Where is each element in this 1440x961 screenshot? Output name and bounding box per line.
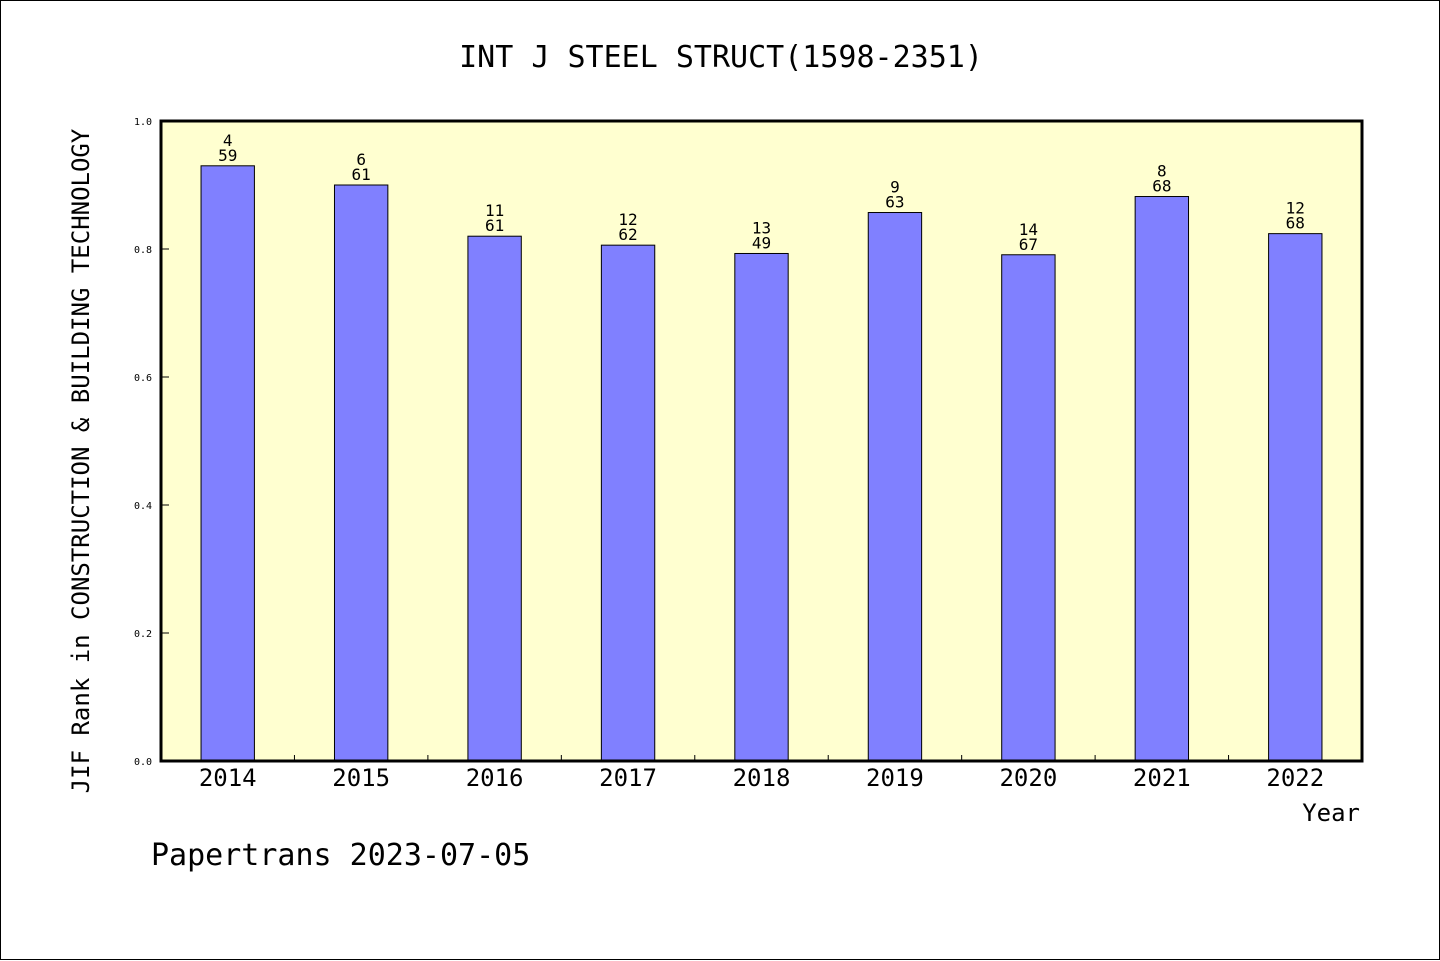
bar-total-label: 68 bbox=[1152, 177, 1171, 196]
bar bbox=[867, 212, 923, 762]
bar-rank-label: 13 bbox=[752, 218, 771, 237]
x-tick-label: 2020 bbox=[999, 764, 1057, 792]
y-tick-label: 0.4 bbox=[134, 501, 152, 512]
bar-series bbox=[200, 165, 1323, 762]
x-tick-label: 2015 bbox=[332, 764, 390, 792]
bar-total-label: 49 bbox=[752, 233, 771, 252]
bar bbox=[600, 244, 656, 762]
bar-total-label: 68 bbox=[1286, 214, 1305, 233]
bar-rank-label: 9 bbox=[890, 178, 900, 197]
chart-title: INT J STEEL STRUCT(1598-2351) bbox=[459, 40, 983, 75]
x-tick-label: 2021 bbox=[1133, 764, 1191, 792]
x-tick-label: 2014 bbox=[199, 764, 257, 792]
bar-rank-label: 12 bbox=[1286, 199, 1305, 218]
bar bbox=[734, 252, 789, 762]
plot-border bbox=[159, 119, 1364, 763]
x-tick-label: 2017 bbox=[599, 764, 657, 792]
footer-credit: Papertrans 2023-07-05 bbox=[151, 838, 530, 873]
y-tick-label: 0.6 bbox=[134, 373, 152, 384]
y-axis-label: JIF Rank in CONSTRUCTION & BUILDING TECH… bbox=[67, 128, 95, 793]
x-axis-label: Year bbox=[1302, 799, 1360, 827]
bar-rank-label: 12 bbox=[618, 210, 637, 229]
bar-total-label: 67 bbox=[1019, 235, 1038, 254]
bar-total-label: 59 bbox=[218, 146, 237, 165]
bar-rank-label: 4 bbox=[223, 131, 233, 150]
x-tick-label: 2016 bbox=[466, 764, 524, 792]
bar-total-label: 62 bbox=[618, 225, 637, 244]
y-tick-label: 0.2 bbox=[134, 629, 152, 640]
bar-rank-label: 14 bbox=[1019, 220, 1038, 239]
x-tick-label: 2022 bbox=[1266, 764, 1324, 792]
bar bbox=[333, 184, 389, 762]
x-tick-label: 2019 bbox=[866, 764, 924, 792]
bar bbox=[1134, 196, 1190, 762]
bar-total-label: 61 bbox=[485, 216, 504, 235]
bar bbox=[467, 235, 522, 762]
x-tick-label: 2018 bbox=[733, 764, 791, 792]
y-tick-label: 1.0 bbox=[134, 117, 152, 128]
y-tick-label: 0.0 bbox=[134, 757, 152, 768]
y-tick-label: 0.8 bbox=[134, 245, 152, 256]
bar-total-label: 63 bbox=[885, 193, 904, 212]
bar bbox=[1001, 254, 1056, 762]
bar bbox=[1268, 233, 1323, 762]
bar-total-label: 61 bbox=[352, 165, 371, 184]
bar-rank-label: 6 bbox=[356, 150, 366, 169]
x-axis-ticks: 2014 2015 2016 2017 2018 2019 2020 2021 2022 bbox=[199, 755, 1324, 792]
bar-rank-label: 8 bbox=[1157, 162, 1167, 181]
bar bbox=[200, 165, 255, 762]
bar-rank-label: 11 bbox=[485, 201, 504, 220]
